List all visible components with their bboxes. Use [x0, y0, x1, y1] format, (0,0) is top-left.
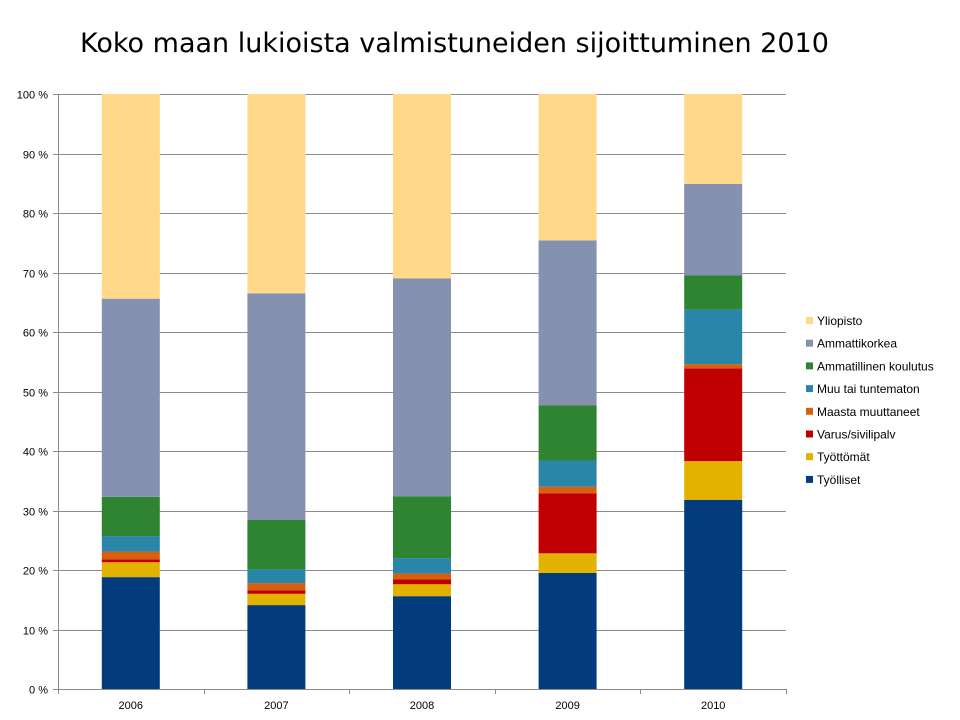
bar-segment-maasta-muuttaneet-2006 [101, 551, 160, 560]
axes: 0 % 10 % 20 % 30 % 40 % 50 % 60 % 70 % 80 % 90 % 1… [17, 90, 787, 712]
bar-segment-muu-tai-tuntematon-2009 [538, 460, 597, 487]
bar-segment-työlliset-2009 [538, 572, 597, 689]
x-tick-label: 2010 [701, 700, 725, 712]
bar-segment-yliopisto-2009 [538, 94, 597, 241]
y-tick-label: 30 % [23, 507, 48, 519]
legend-label: Varus/sivilipalv [817, 428, 895, 442]
legend-label: Yliopisto [817, 314, 863, 328]
legend-label: Ammatillinen koulutus [817, 359, 934, 373]
bar-segment-työttömät-2007 [247, 593, 306, 606]
y-tick-label: 50 % [23, 388, 48, 400]
bar-segment-varus-sivilipalv-2007 [247, 590, 306, 594]
x-tick-label: 2008 [410, 700, 434, 712]
x-tick-label: 2006 [119, 700, 143, 712]
bar-segment-maasta-muuttaneet-2008 [393, 573, 451, 580]
bar-segment-yliopisto-2007 [247, 94, 306, 294]
bar-segment-maasta-muuttaneet-2007 [247, 583, 306, 591]
bar-segment-yliopisto-2006 [101, 94, 160, 299]
legend-label: Ammattikorkea [817, 337, 897, 351]
bar-segment-ammattikorkea-2006 [101, 298, 160, 497]
bar-segment-ammattikorkea-2009 [538, 240, 597, 406]
bar-segment-varus-sivilipalv-2010 [684, 368, 743, 462]
bar-segment-muu-tai-tuntematon-2008 [393, 558, 451, 574]
bar-segment-varus-sivilipalv-2009 [538, 493, 597, 554]
legend-swatch [806, 453, 813, 461]
y-tick-label: 40 % [23, 447, 48, 459]
legend-label: Maasta muuttaneet [817, 405, 920, 419]
bar-segment-työlliset-2010 [684, 499, 743, 689]
legend: Yliopisto Ammattikorkea Ammatillinen koulu… [806, 314, 934, 487]
x-tick-label: 2007 [264, 700, 288, 712]
bar-segment-muu-tai-tuntematon-2007 [247, 569, 306, 584]
bar-segment-työttömät-2008 [393, 584, 451, 597]
y-tick-label: 20 % [23, 566, 48, 578]
legend-label: Työttömät [817, 450, 870, 464]
bar-segment-ammatillinen-koulutus-2008 [393, 496, 451, 559]
chart-title: Koko maan lukioista valmistuneiden sijoi… [80, 28, 829, 59]
y-tick-label: 80 % [23, 209, 48, 221]
bar-segment-ammatillinen-koulutus-2010 [684, 275, 743, 310]
bar-segment-ammatillinen-koulutus-2007 [247, 520, 306, 570]
y-tick-label: 90 % [23, 150, 48, 162]
bar-segment-työttömät-2010 [684, 461, 743, 500]
bar-segment-ammattikorkea-2010 [684, 183, 743, 276]
bar-segment-työttömät-2006 [101, 562, 160, 578]
legend-swatch [806, 339, 813, 347]
legend-swatch [806, 385, 813, 393]
legend-swatch [806, 430, 813, 438]
bar-segment-maasta-muuttaneet-2009 [538, 486, 597, 494]
bar-segment-työlliset-2006 [101, 577, 160, 689]
legend-swatch [806, 475, 813, 483]
x-tick-label: 2009 [555, 700, 579, 712]
bar-segment-yliopisto-2008 [393, 94, 451, 279]
bar-segment-yliopisto-2010 [684, 94, 743, 184]
legend-swatch [806, 407, 813, 415]
y-tick-label: 70 % [23, 269, 48, 281]
bar-segment-muu-tai-tuntematon-2006 [101, 536, 160, 552]
legend-label: Muu tai tuntematon [817, 382, 920, 396]
bar-segment-työttömät-2009 [538, 553, 597, 573]
bar-segment-ammatillinen-koulutus-2009 [538, 405, 597, 461]
y-tick-label: 0 % [29, 685, 48, 697]
legend-swatch [806, 362, 813, 370]
bars [101, 94, 743, 689]
bar-segment-ammattikorkea-2008 [393, 278, 451, 497]
y-tick-label: 10 % [23, 626, 48, 638]
bar-segment-varus-sivilipalv-2006 [101, 559, 160, 563]
bar-segment-työlliset-2008 [393, 596, 451, 689]
legend-label: Työlliset [817, 473, 861, 487]
y-tick-label: 100 % [17, 90, 48, 102]
bar-segment-maasta-muuttaneet-2010 [684, 364, 743, 369]
bar-segment-ammatillinen-koulutus-2006 [101, 496, 160, 537]
bar-segment-työlliset-2007 [247, 605, 306, 689]
bar-segment-muu-tai-tuntematon-2010 [684, 309, 743, 365]
bar-segment-varus-sivilipalv-2008 [393, 579, 451, 585]
y-tick-label: 60 % [23, 328, 48, 340]
bar-segment-ammattikorkea-2007 [247, 293, 306, 521]
legend-swatch [806, 317, 813, 324]
